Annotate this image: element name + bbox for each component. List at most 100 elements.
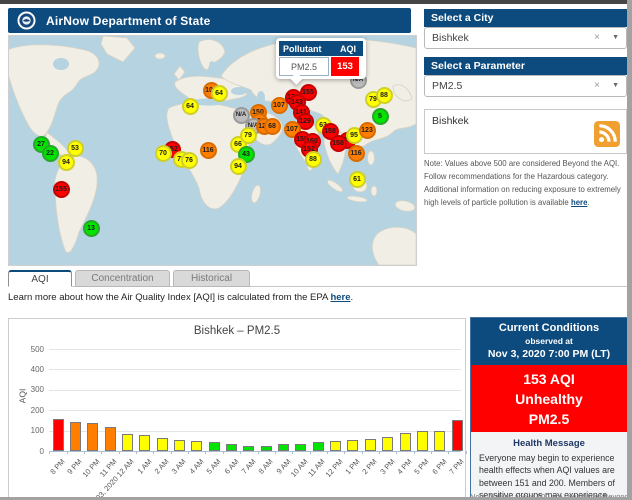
y-tick-100: 100 [9, 426, 44, 435]
bar-6-am[interactable] [226, 444, 237, 451]
gridline-400 [49, 369, 461, 370]
page-title: AirNow Department of State [46, 14, 211, 28]
bar-2-am[interactable] [157, 438, 168, 451]
bar-10-pm[interactable] [87, 423, 98, 451]
observed-at-label: observed at [471, 336, 627, 346]
map-marker-123[interactable]: 123 [359, 122, 376, 139]
sidebar-note: Note: Values above 500 are considered Be… [424, 158, 626, 209]
window-right-edge[interactable] [627, 0, 632, 500]
x-axis-tick [414, 451, 415, 454]
bar-11-pm[interactable] [105, 427, 116, 451]
bar-3-am[interactable] [174, 440, 185, 451]
bar-9-pm[interactable] [70, 422, 81, 451]
tooltip-pollutant-value: PM2.5 [279, 57, 329, 76]
world-map[interactable]: 27225394155136415270787610664116664394N/… [8, 35, 417, 266]
bar-1-pm[interactable] [347, 440, 358, 451]
map-marker-88[interactable]: 88 [305, 151, 322, 168]
map-marker-116[interactable]: 116 [200, 142, 217, 159]
x-axis-tick [258, 451, 259, 454]
parameter-select[interactable]: PM2.5 × ▼ [424, 75, 627, 97]
map-marker-94[interactable]: 94 [230, 158, 247, 175]
select-city-header: Select a City [424, 9, 627, 27]
bar-4-am[interactable] [191, 441, 202, 451]
x-axis-tick [275, 451, 276, 454]
map-marker-70[interactable]: 70 [155, 145, 172, 162]
view-tabs: AQIConcentrationHistorical [8, 270, 250, 287]
select-parameter-header: Select a Parameter [424, 57, 627, 75]
tab-aqi[interactable]: AQI [8, 270, 72, 287]
y-tick-400: 400 [9, 365, 44, 374]
bar-11-am[interactable] [313, 442, 324, 451]
map-marker-116[interactable]: 116 [348, 145, 365, 162]
bar-7-am[interactable] [243, 446, 254, 452]
map-marker-68[interactable]: 68 [264, 118, 281, 135]
learn-more-link[interactable]: here [330, 292, 350, 303]
parameter-select-value: PM2.5 [432, 80, 462, 92]
tooltip-aqi-header: AQI [333, 44, 363, 54]
x-axis-tick [49, 451, 50, 454]
map-marker-94[interactable]: 94 [58, 154, 75, 171]
map-marker-61[interactable]: 61 [349, 171, 366, 188]
map-tooltip-row: PM2.5 153 [279, 57, 363, 76]
department-of-state-seal-icon [17, 11, 36, 30]
window-top-edge [0, 0, 632, 4]
health-message-section: Health Message Everyone may begin to exp… [471, 432, 627, 500]
chart-plot-area [49, 349, 461, 452]
city-clear-icon[interactable]: × [594, 32, 600, 43]
map-marker-22[interactable]: 22 [42, 145, 59, 162]
map-marker-76[interactable]: 76 [181, 152, 198, 169]
bar-9-am[interactable] [278, 444, 289, 451]
bar-4-pm[interactable] [400, 433, 411, 451]
city-select-value: Bishkek [432, 32, 469, 44]
app-header: AirNow Department of State [8, 8, 411, 33]
map-marker-13[interactable]: 13 [83, 220, 100, 237]
aqi-category: Unhealthy [471, 389, 627, 409]
x-axis-tick [136, 451, 137, 454]
learn-more-suffix: . [351, 292, 354, 303]
bar-7-pm[interactable] [452, 420, 463, 451]
x-axis-tick [344, 451, 345, 454]
bar-8-am[interactable] [261, 446, 272, 451]
x-axis-tick [396, 451, 397, 454]
parameter-chevron-down-icon[interactable]: ▼ [612, 82, 619, 89]
parameter-clear-icon[interactable]: × [594, 80, 600, 91]
map-marker-5[interactable]: 5 [372, 108, 389, 125]
bar-10-am[interactable] [295, 444, 306, 451]
bar-8-pm[interactable] [53, 419, 64, 451]
x-axis-tick [240, 451, 241, 454]
learn-more-body: Learn more about how the Air Quality Ind… [8, 292, 330, 303]
map-marker-155[interactable]: 155 [53, 181, 70, 198]
aqi-pollutant: PM2.5 [471, 409, 627, 429]
y-tick-200: 200 [9, 406, 44, 415]
bar-2-pm[interactable] [365, 439, 376, 451]
map-marker-88[interactable]: 88 [376, 87, 393, 104]
tab-historical[interactable]: Historical [173, 270, 250, 287]
bar-nov-03-2020-12-am[interactable] [122, 434, 133, 451]
rss-icon[interactable] [594, 121, 620, 147]
map-marker-158[interactable]: 158 [330, 135, 347, 152]
city-select[interactable]: Bishkek × ▼ [424, 27, 627, 49]
x-axis-tick [310, 451, 311, 454]
bar-6-pm[interactable] [434, 431, 445, 451]
current-conditions-panel: Current Conditions observed at Nov 3, 20… [470, 317, 628, 500]
map-tooltip: Pollutant AQI PM2.5 153 [276, 38, 366, 79]
bar-12-pm[interactable] [330, 441, 341, 451]
y-tick-300: 300 [9, 385, 44, 394]
sidebar-note-link[interactable]: here [571, 198, 587, 207]
bar-1-am[interactable] [139, 435, 150, 451]
map-marker-64[interactable]: 64 [182, 98, 199, 115]
y-tick-0: 0 [9, 447, 44, 456]
airnow-page: AirNow Department of State Select a City… [0, 0, 632, 500]
sidebar-note-text: Note: Values above 500 are considered Be… [424, 159, 621, 207]
bar-3-pm[interactable] [382, 437, 393, 451]
aqi-status-block: 153 AQI Unhealthy PM2.5 [471, 365, 627, 432]
map-marker-64[interactable]: 64 [211, 85, 228, 102]
city-chevron-down-icon[interactable]: ▼ [612, 34, 619, 41]
map-marker-79[interactable]: 79 [240, 127, 257, 144]
x-axis-tick [292, 451, 293, 454]
bar-5-pm[interactable] [417, 431, 428, 451]
x-axis-tick [101, 451, 102, 454]
x-axis-tick [119, 451, 120, 454]
bar-5-am[interactable] [209, 442, 220, 451]
tab-concentration[interactable]: Concentration [75, 270, 170, 287]
